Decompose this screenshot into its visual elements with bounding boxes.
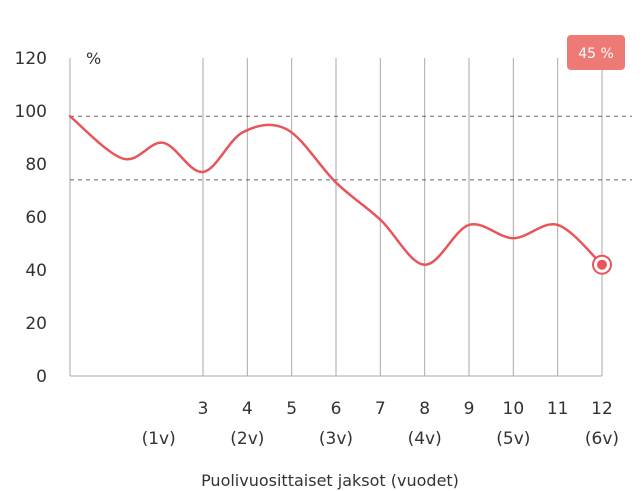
y-tick-label: 100 <box>15 102 47 122</box>
x-tick-label: 11 <box>547 399 569 419</box>
x-tick-label: 4 <box>242 399 253 419</box>
x-tick-label: 5 <box>286 399 297 419</box>
x-year-label: (6v) <box>585 429 619 449</box>
y-tick-label: 20 <box>25 314 47 334</box>
x-year-label: (1v) <box>142 429 176 449</box>
y-tick-label: 80 <box>25 155 47 175</box>
x-year-label: (2v) <box>230 429 264 449</box>
x-tick-label: 8 <box>419 399 430 419</box>
x-tick-label: 6 <box>331 399 342 419</box>
end-point-marker <box>597 259 607 270</box>
value-badge-label: 45 % <box>578 46 614 62</box>
x-tick-label: 3 <box>198 399 209 419</box>
value-badge <box>567 35 625 70</box>
x-year-label: (3v) <box>319 429 353 449</box>
y-tick-label: 60 <box>25 208 47 228</box>
y-tick-label: 0 <box>36 367 47 387</box>
y-tick-label: 40 <box>25 261 47 281</box>
y-tick-label: 120 <box>15 49 47 69</box>
x-year-label: (5v) <box>496 429 530 449</box>
x-year-label: (4v) <box>408 429 442 449</box>
series-line <box>68 115 604 266</box>
x-tick-label: 12 <box>591 399 613 419</box>
x-tick-label: 9 <box>464 399 475 419</box>
x-tick-label: 10 <box>503 399 525 419</box>
x-axis-title: Puolivuosittaiset jaksot (vuodet) <box>201 471 459 490</box>
y-axis-unit-label: % <box>86 49 101 68</box>
x-tick-label: 7 <box>375 399 386 419</box>
